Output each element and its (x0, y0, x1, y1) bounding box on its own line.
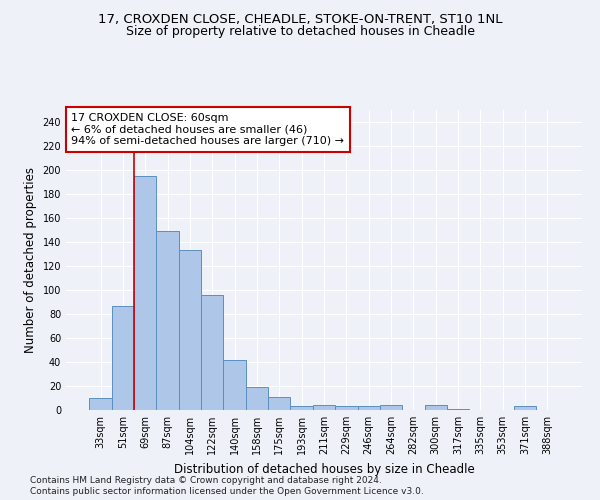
Text: 17, CROXDEN CLOSE, CHEADLE, STOKE-ON-TRENT, ST10 1NL: 17, CROXDEN CLOSE, CHEADLE, STOKE-ON-TRE… (98, 12, 502, 26)
Bar (425, 405, 447, 410)
Bar (290, 406, 313, 410)
Bar (201, 295, 223, 410)
Bar (134, 176, 157, 410)
Bar (112, 306, 134, 410)
Bar (358, 406, 380, 410)
Y-axis label: Number of detached properties: Number of detached properties (24, 167, 37, 353)
X-axis label: Distribution of detached houses by size in Cheadle: Distribution of detached houses by size … (173, 462, 475, 475)
Bar (380, 405, 402, 410)
Bar (335, 406, 358, 410)
Text: Contains public sector information licensed under the Open Government Licence v3: Contains public sector information licen… (30, 487, 424, 496)
Bar (179, 250, 201, 410)
Text: Size of property relative to detached houses in Cheadle: Size of property relative to detached ho… (125, 25, 475, 38)
Bar (157, 231, 179, 410)
Bar (223, 360, 246, 410)
Bar (268, 397, 290, 410)
Bar (89, 398, 112, 410)
Bar (447, 409, 469, 410)
Text: 17 CROXDEN CLOSE: 60sqm
← 6% of detached houses are smaller (46)
94% of semi-det: 17 CROXDEN CLOSE: 60sqm ← 6% of detached… (71, 113, 344, 146)
Bar (246, 387, 268, 410)
Bar (313, 405, 335, 410)
Bar (514, 406, 536, 410)
Text: Contains HM Land Registry data © Crown copyright and database right 2024.: Contains HM Land Registry data © Crown c… (30, 476, 382, 485)
